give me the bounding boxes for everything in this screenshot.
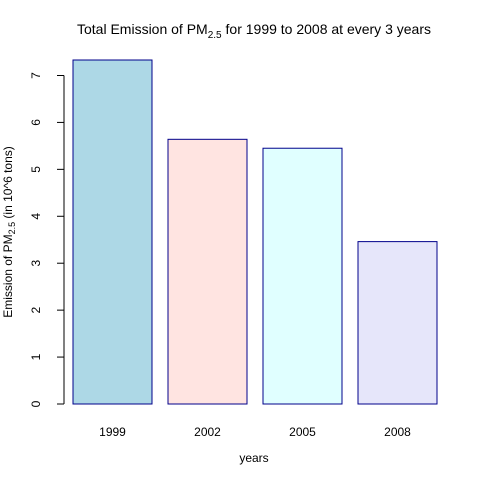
- y-tick-label-1: 1: [29, 353, 43, 360]
- x-axis-ticks: 1999 2002 2005 2008: [99, 425, 411, 439]
- y-axis: 0 1 2 3 4 5 6 7: [29, 72, 65, 407]
- bar-2008: [357, 241, 438, 405]
- y-tick-label-2: 2: [29, 306, 43, 313]
- y-axis-label-suffix: (in 10^6 tons): [1, 146, 15, 222]
- chart-title-prefix: Total Emission of PM: [77, 21, 208, 37]
- chart-title: Total Emission of PM2.5 for 1999 to 2008…: [77, 21, 431, 41]
- y-tick-label-4: 4: [29, 213, 43, 220]
- bar-2005: [262, 147, 343, 405]
- x-tick-label-1999: 1999: [99, 425, 126, 439]
- x-axis-label: years: [239, 451, 268, 465]
- x-tick-label-2005: 2005: [289, 425, 316, 439]
- y-tick-label-6: 6: [29, 119, 43, 126]
- y-tick-label-0: 0: [29, 400, 43, 407]
- y-tick-label-3: 3: [29, 260, 43, 267]
- bars-layer: [72, 59, 438, 405]
- x-tick-label-2008: 2008: [384, 425, 411, 439]
- y-tick-label-5: 5: [29, 166, 43, 173]
- bar-2002: [167, 138, 248, 405]
- y-axis-label: Emission of PM2.5 (in 10^6 tons): [1, 146, 17, 318]
- chart-title-subscript: 2.5: [208, 30, 222, 41]
- y-tick-label-7: 7: [29, 72, 43, 79]
- x-tick-label-2002: 2002: [194, 425, 221, 439]
- y-axis-label-subscript: 2.5: [7, 222, 17, 235]
- bar-1999: [72, 59, 153, 405]
- chart-title-suffix: for 1999 to 2008 at every 3 years: [222, 21, 431, 37]
- y-axis-label-prefix: Emission of PM: [1, 234, 15, 317]
